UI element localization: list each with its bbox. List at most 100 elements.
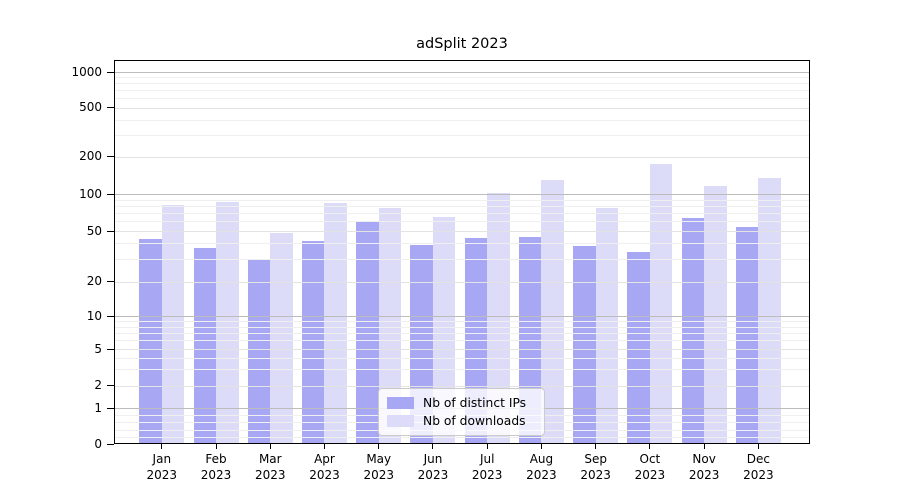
- minor-gridline: [115, 326, 809, 328]
- minor-gridline: [115, 243, 809, 245]
- x-tick-label: Dec 2023: [726, 452, 790, 483]
- y-tick-label: 0: [94, 436, 102, 451]
- x-tick-label: Apr 2023: [292, 452, 356, 483]
- legend-entry-downloads: Nb of downloads: [387, 414, 536, 428]
- x-tick-year: 2023: [200, 467, 232, 482]
- bar-downloads-aug: [541, 180, 564, 444]
- y-tick-label: 1000: [71, 64, 102, 79]
- x-tick-month: May: [366, 452, 392, 466]
- x-tick-year: 2023: [634, 467, 666, 482]
- x-tick-label: Aug 2023: [509, 452, 573, 483]
- bar-downloads-may: [378, 208, 402, 444]
- x-tick-month: Jul: [479, 452, 495, 466]
- y-tick-mark: [107, 315, 114, 317]
- major-gridline: [115, 194, 809, 196]
- minor-gridline: [115, 83, 809, 85]
- major-gridline: [115, 107, 809, 109]
- y-tick-mark: [107, 348, 114, 350]
- x-tick-label: Sep 2023: [564, 452, 628, 483]
- x-tick-mark: [269, 444, 271, 449]
- y-tick-mark: [107, 230, 114, 232]
- x-tick-year: 2023: [688, 467, 720, 482]
- minor-gridline: [115, 259, 809, 261]
- bar-distinct-ips-apr: [301, 240, 325, 444]
- x-tick-mark: [703, 444, 705, 449]
- y-tick-mark: [107, 193, 114, 195]
- bar-distinct-ips-jan: [139, 239, 162, 444]
- x-tick-mark: [649, 444, 651, 449]
- bar-downloads-mar: [270, 233, 293, 444]
- major-gridline: [115, 281, 809, 283]
- major-gridline: [115, 72, 809, 73]
- bar-downloads-jun: [432, 217, 456, 444]
- bar-downloads-sep: [595, 208, 619, 444]
- x-tick-year: 2023: [580, 467, 611, 482]
- legend-entry-distinct-ips: Nb of distinct IPs: [387, 396, 536, 410]
- y-tick-mark: [107, 407, 114, 409]
- y-tick-label: 1: [94, 400, 102, 415]
- x-tick-month: Mar: [258, 452, 282, 466]
- y-tick-mark: [107, 107, 114, 109]
- x-tick-mark: [757, 444, 759, 449]
- x-tick-label: Oct 2023: [618, 452, 682, 483]
- minor-gridline: [115, 206, 809, 208]
- x-tick-month: Oct: [639, 452, 661, 466]
- x-tick-month: Jan: [152, 452, 172, 466]
- minor-gridline: [115, 199, 809, 201]
- legend-label-downloads: Nb of downloads: [423, 414, 526, 428]
- x-tick-month: Dec: [746, 452, 770, 466]
- y-tick-label: 200: [79, 149, 102, 164]
- x-tick-mark: [486, 444, 488, 449]
- y-tick-label: 100: [79, 186, 102, 201]
- legend-label-distinct-ips: Nb of distinct IPs: [423, 396, 527, 410]
- y-tick-label: 2: [94, 378, 102, 392]
- y-tick-label: 20: [86, 274, 102, 288]
- x-tick-year: 2023: [471, 467, 503, 482]
- major-gridline: [115, 349, 809, 350]
- x-tick-year: 2023: [743, 467, 774, 482]
- bar-downloads-jan: [161, 205, 185, 444]
- minor-gridline: [115, 436, 809, 438]
- x-tick-month: Jun: [423, 452, 443, 466]
- major-gridline: [115, 316, 809, 317]
- x-tick-label: Nov 2023: [672, 452, 736, 483]
- x-tick-mark: [432, 444, 434, 449]
- x-tick-label: Jul 2023: [455, 452, 519, 483]
- x-tick-month: Apr: [314, 452, 335, 466]
- bar-downloads-jul: [487, 193, 510, 444]
- x-tick-label: May 2023: [347, 452, 411, 483]
- major-gridline: [115, 231, 809, 232]
- y-tick-mark: [107, 156, 114, 158]
- y-tick-mark: [107, 281, 114, 282]
- x-tick-mark: [215, 444, 217, 449]
- minor-gridline: [115, 77, 809, 79]
- x-tick-mark: [161, 444, 163, 449]
- bar-distinct-ips-dec: [735, 226, 759, 444]
- y-tick-label: 5: [94, 341, 102, 356]
- minor-gridline: [115, 321, 809, 323]
- bar-downloads-nov: [704, 185, 727, 444]
- legend-swatch-downloads: [387, 415, 414, 427]
- y-tick-label: 50: [86, 223, 102, 238]
- bar-distinct-ips-nov: [681, 217, 705, 444]
- y-tick-label: 500: [79, 100, 102, 115]
- x-tick-month: Sep: [584, 452, 607, 466]
- legend-swatch-distinct-ips: [387, 397, 414, 409]
- legend: Nb of distinct IPs Nb of downloads: [378, 388, 545, 436]
- minor-gridline: [115, 98, 809, 100]
- major-gridline: [115, 385, 809, 387]
- bar-downloads-oct: [649, 163, 673, 444]
- bar-distinct-ips-mar: [247, 259, 271, 444]
- x-tick-year: 2023: [363, 467, 394, 482]
- major-gridline: [115, 156, 809, 158]
- x-tick-label: Jan 2023: [130, 452, 194, 483]
- x-tick-mark: [378, 444, 380, 449]
- x-tick-mark: [540, 444, 542, 449]
- y-tick-label: 10: [86, 308, 102, 323]
- minor-gridline: [115, 90, 809, 92]
- minor-gridline: [115, 119, 809, 121]
- y-tick-mark: [107, 443, 114, 445]
- y-tick-mark: [107, 385, 114, 386]
- x-tick-year: 2023: [417, 467, 449, 482]
